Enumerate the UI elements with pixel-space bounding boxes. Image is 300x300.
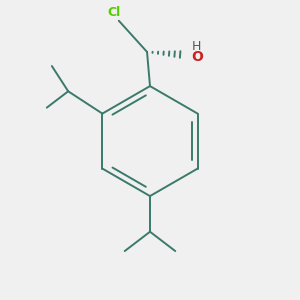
Text: Cl: Cl (108, 6, 121, 19)
Text: O: O (191, 50, 203, 64)
Text: H: H (191, 40, 201, 53)
